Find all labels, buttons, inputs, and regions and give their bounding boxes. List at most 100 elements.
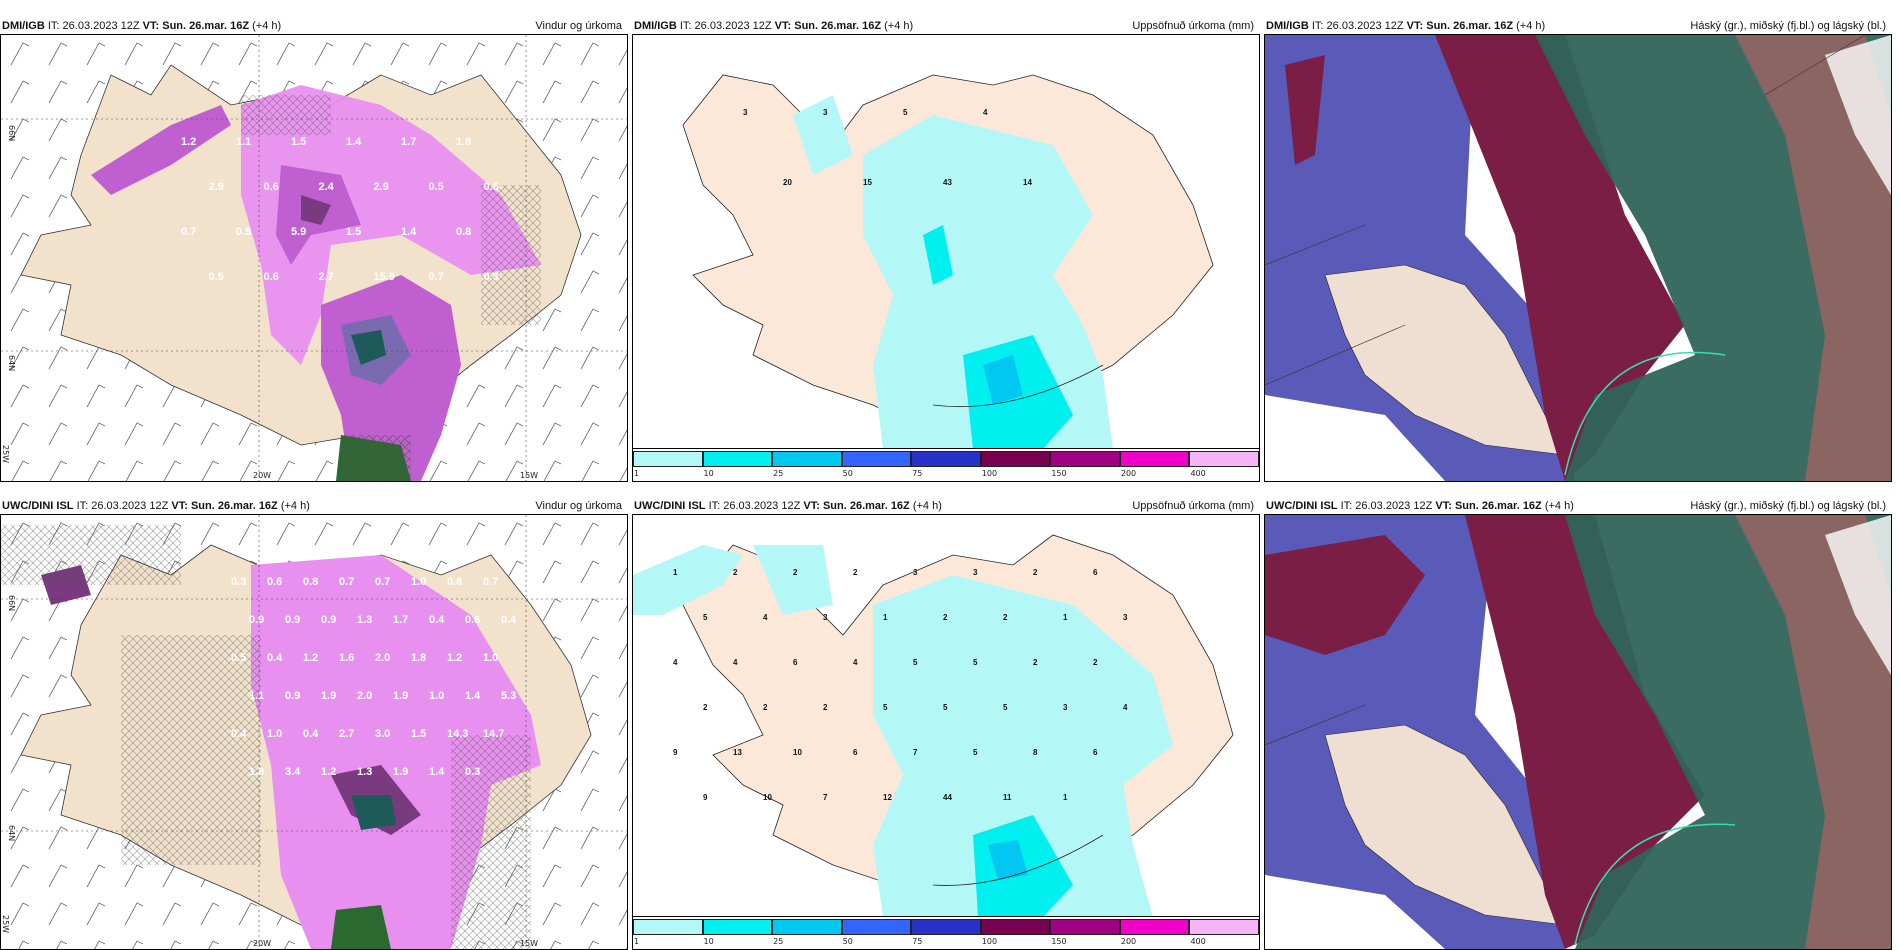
colorbar-tick: 1: [634, 469, 640, 478]
map-value-label: 1.1: [236, 136, 251, 148]
colorbar-segment: [980, 451, 1051, 467]
map-value-label: 3: [1123, 613, 1128, 622]
map-value-label: 0.4: [267, 652, 283, 664]
map-value-label: 5: [943, 703, 948, 712]
map-value-label: 2.9: [209, 181, 224, 193]
map-value-label: 3: [743, 108, 748, 117]
panel-bottom-clouds: UWC/DINI ISL IT: 26.03.2023 12Z VT: Sun.…: [1264, 498, 1892, 950]
map-value-label: 0.4: [429, 614, 445, 626]
colorbar-tick: 10: [703, 469, 714, 478]
map-value-label: 5: [913, 658, 918, 667]
wind-precip-map[interactable]: 66N 64N 25W 20W 15W 0.3 0.6 0.8 0.7 0.7 1.0 0.…: [0, 514, 628, 950]
colorbar-tick: 150: [1051, 937, 1067, 946]
colorbar-tick: 400: [1190, 937, 1206, 946]
lead-time: (+4 h): [280, 500, 310, 512]
map-value-label: 0.6: [264, 181, 279, 193]
map-value-label: 0.7: [339, 576, 354, 588]
lat-label-66n: 66N: [7, 125, 16, 141]
map-value-label: 1.3: [357, 766, 372, 778]
colorbar-tick: 1: [634, 937, 640, 946]
panel-title: Uppsöfnuð úrkoma (mm): [1132, 20, 1254, 32]
model-name: UWC/DINI ISL: [1266, 500, 1338, 512]
colorbar-segment: [980, 919, 1051, 935]
map-value-label: 2: [1093, 658, 1098, 667]
lat-label-64n: 64N: [7, 825, 16, 841]
init-time: 26.03.2023 12Z: [62, 20, 140, 32]
map-value-label: 2.7: [319, 271, 334, 283]
panel-header: DMI/IGB IT: 26.03.2023 12Z VT: Sun. 26.m…: [1266, 18, 1890, 34]
panel-top-clouds: DMI/IGB IT: 26.03.2023 12Z VT: Sun. 26.m…: [1264, 18, 1892, 482]
map-value-label: 2: [823, 703, 828, 712]
valid-time: Sun. 26.mar. 16Z: [162, 20, 250, 32]
map-value-label: 1.9: [321, 690, 336, 702]
map-value-label: 0.8: [447, 576, 462, 588]
accum-precip-map[interactable]: 3 3 5 4 20 15 43 14 1 10 25 50 75 100 150 200 400: [632, 34, 1260, 482]
map-value-label: 0.7: [375, 576, 390, 588]
panel-title: Vindur og úrkoma: [535, 500, 622, 512]
init-time: 26.03.2023 12Z: [694, 20, 772, 32]
cloud-cover-map[interactable]: [1264, 34, 1892, 482]
map-value-label: 1.8: [456, 136, 471, 148]
map-value-label: 43: [943, 178, 952, 187]
map-value-label: 5: [973, 748, 978, 757]
colorbar-segment: [1119, 919, 1190, 935]
map-value-label: 5: [703, 613, 708, 622]
map-value-label: 1.9: [393, 690, 408, 702]
map-value-label: 1.4: [465, 690, 481, 702]
map-value-label: 0.8: [303, 576, 318, 588]
panel-top-wind: DMI/IGB IT: 26.03.2023 12Z VT: Sun. 26.m…: [0, 18, 628, 482]
accum-precip-map[interactable]: 1 2 2 2 3 3 2 6 5 4 3 1 2 2 1 3 4 4 6 4 5 5 2 2 2 2 2 5 5 5 3 4 9 13 10 6 7 5…: [632, 514, 1260, 950]
map-value-label: 0.9: [285, 614, 300, 626]
map-value-label: 12: [883, 793, 892, 802]
map-value-label: 4: [1123, 703, 1128, 712]
wind-precip-map[interactable]: 66N 64N 25W 20W 15W 1.2 1.1 1.5 1.4 1.7 1.8 2.…: [0, 34, 628, 482]
map-value-label: 1.0: [411, 576, 426, 588]
map-value-label: 0.7: [429, 271, 444, 283]
map-value-label: 2.7: [339, 728, 354, 740]
map-value-label: 1: [1063, 613, 1068, 622]
map-value-label: 3: [823, 108, 828, 117]
lon-label-25w: 25W: [1, 445, 10, 463]
map-value-label: 0.7: [181, 226, 196, 238]
model-name: UWC/DINI ISL: [634, 500, 706, 512]
map-value-label: 13: [733, 748, 742, 757]
valid-prefix: VT:: [803, 500, 820, 512]
map-value-label: 2: [763, 703, 768, 712]
valid-time: Sun. 26.mar. 16Z: [794, 20, 882, 32]
map-value-label: 2: [1033, 658, 1038, 667]
valid-prefix: VT:: [171, 500, 188, 512]
map-value-label: 10: [793, 748, 802, 757]
map-value-label: 14.7: [483, 728, 504, 740]
lat-label-64n: 64N: [7, 355, 16, 371]
colorbar: 1 10 25 50 75 100 150 200 400: [633, 916, 1259, 949]
map-value-label: 0.9: [285, 690, 300, 702]
panel-title: Vindur og úrkoma: [535, 20, 622, 32]
map-value-label: 0.5: [429, 181, 444, 193]
map-value-label: 0.5: [231, 652, 246, 664]
colorbar-segment: [702, 919, 773, 935]
map-value-label: 2: [853, 568, 858, 577]
panel-header: DMI/IGB IT: 26.03.2023 12Z VT: Sun. 26.m…: [634, 18, 1258, 34]
cloud-cover-map[interactable]: [1264, 514, 1892, 950]
map-value-label: 0.5: [236, 226, 251, 238]
init-time: 26.03.2023 12Z: [1355, 500, 1433, 512]
map-value-label: 1.5: [291, 136, 306, 148]
colorbar-segment: [911, 919, 981, 935]
map-value-label: 1.3: [357, 614, 372, 626]
map-value-label: 0.4: [231, 728, 247, 740]
valid-prefix: VT:: [142, 20, 160, 32]
model-name: DMI/IGB: [1266, 20, 1309, 32]
lon-label-15w: 15W: [520, 471, 538, 480]
panel-title: Háský (gr.), miðský (fj.bl.) og lágský (…: [1690, 500, 1886, 512]
map-value-label: 1.4: [401, 226, 417, 238]
map-value-label: 0.9: [249, 614, 264, 626]
init-prefix: IT:: [1311, 20, 1324, 32]
colorbar-segment: [841, 919, 912, 935]
model-name: DMI/IGB: [634, 20, 677, 32]
map-value-label: 4: [983, 108, 988, 117]
map-value-label: 4: [733, 658, 738, 667]
map-value-label: 14: [1023, 178, 1032, 187]
init-time: 26.03.2023 12Z: [1326, 20, 1404, 32]
map-value-label: 1.8: [411, 652, 426, 664]
panel-title: Uppsöfnuð úrkoma (mm): [1132, 500, 1254, 512]
